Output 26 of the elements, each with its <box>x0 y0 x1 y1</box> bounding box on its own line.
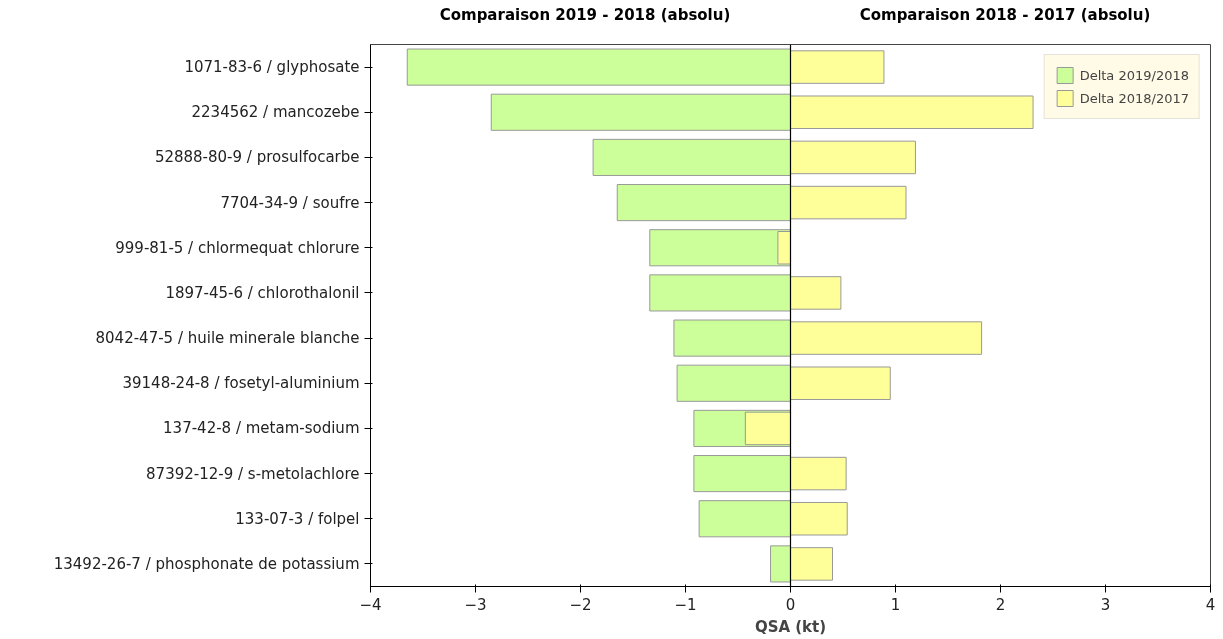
y-tick-label: 87392-12-9 / s-metolachlore <box>146 464 360 483</box>
x-tick-label: 0 <box>785 595 796 614</box>
x-tick-label: −4 <box>359 595 382 614</box>
y-tick-label: 999-81-5 / chlormequat chlorure <box>115 238 360 257</box>
x-tick-label: −1 <box>674 595 697 614</box>
x-tick-label: 3 <box>1100 595 1111 614</box>
x-tick-label: 1 <box>890 595 901 614</box>
y-tick-label: 2234562 / mancozebe <box>191 103 360 122</box>
y-tick-label: 39148-24-8 / fosetyl-aluminium <box>122 374 360 393</box>
x-tick-label: 2 <box>995 595 1006 614</box>
y-tick-label: 137-42-8 / metam-sodium <box>163 419 360 438</box>
y-tick-label: 1897-45-6 / chlorothalonil <box>165 283 360 302</box>
y-tick-label: 1071-83-6 / glyphosate <box>184 58 360 77</box>
text: Comparaison 2019 - 2018 (absolu) <box>438 5 732 26</box>
x-tick-label: 4 <box>1205 595 1216 614</box>
y-tick-label: 133-07-3 / folpel <box>235 509 360 528</box>
y-tick-label: 13492-26-7 / phosphonate de potassium <box>53 554 360 573</box>
text: Comparaison 2018 - 2017 (absolu) <box>858 5 1152 26</box>
y-tick-label: 8042-47-5 / huile minerale blanche <box>95 329 360 348</box>
x-tick-label: −2 <box>569 595 592 614</box>
x-axis-title: QSA (kt) <box>754 617 827 636</box>
legend-label: Delta 2019/2018 <box>1079 67 1189 83</box>
y-tick-label: 52888-80-9 / prosulfocarbe <box>154 148 360 167</box>
y-tick-label: 7704-34-9 / soufre <box>220 193 360 212</box>
x-tick-label: −3 <box>464 595 487 614</box>
legend-label: Delta 2018/2017 <box>1079 90 1189 106</box>
